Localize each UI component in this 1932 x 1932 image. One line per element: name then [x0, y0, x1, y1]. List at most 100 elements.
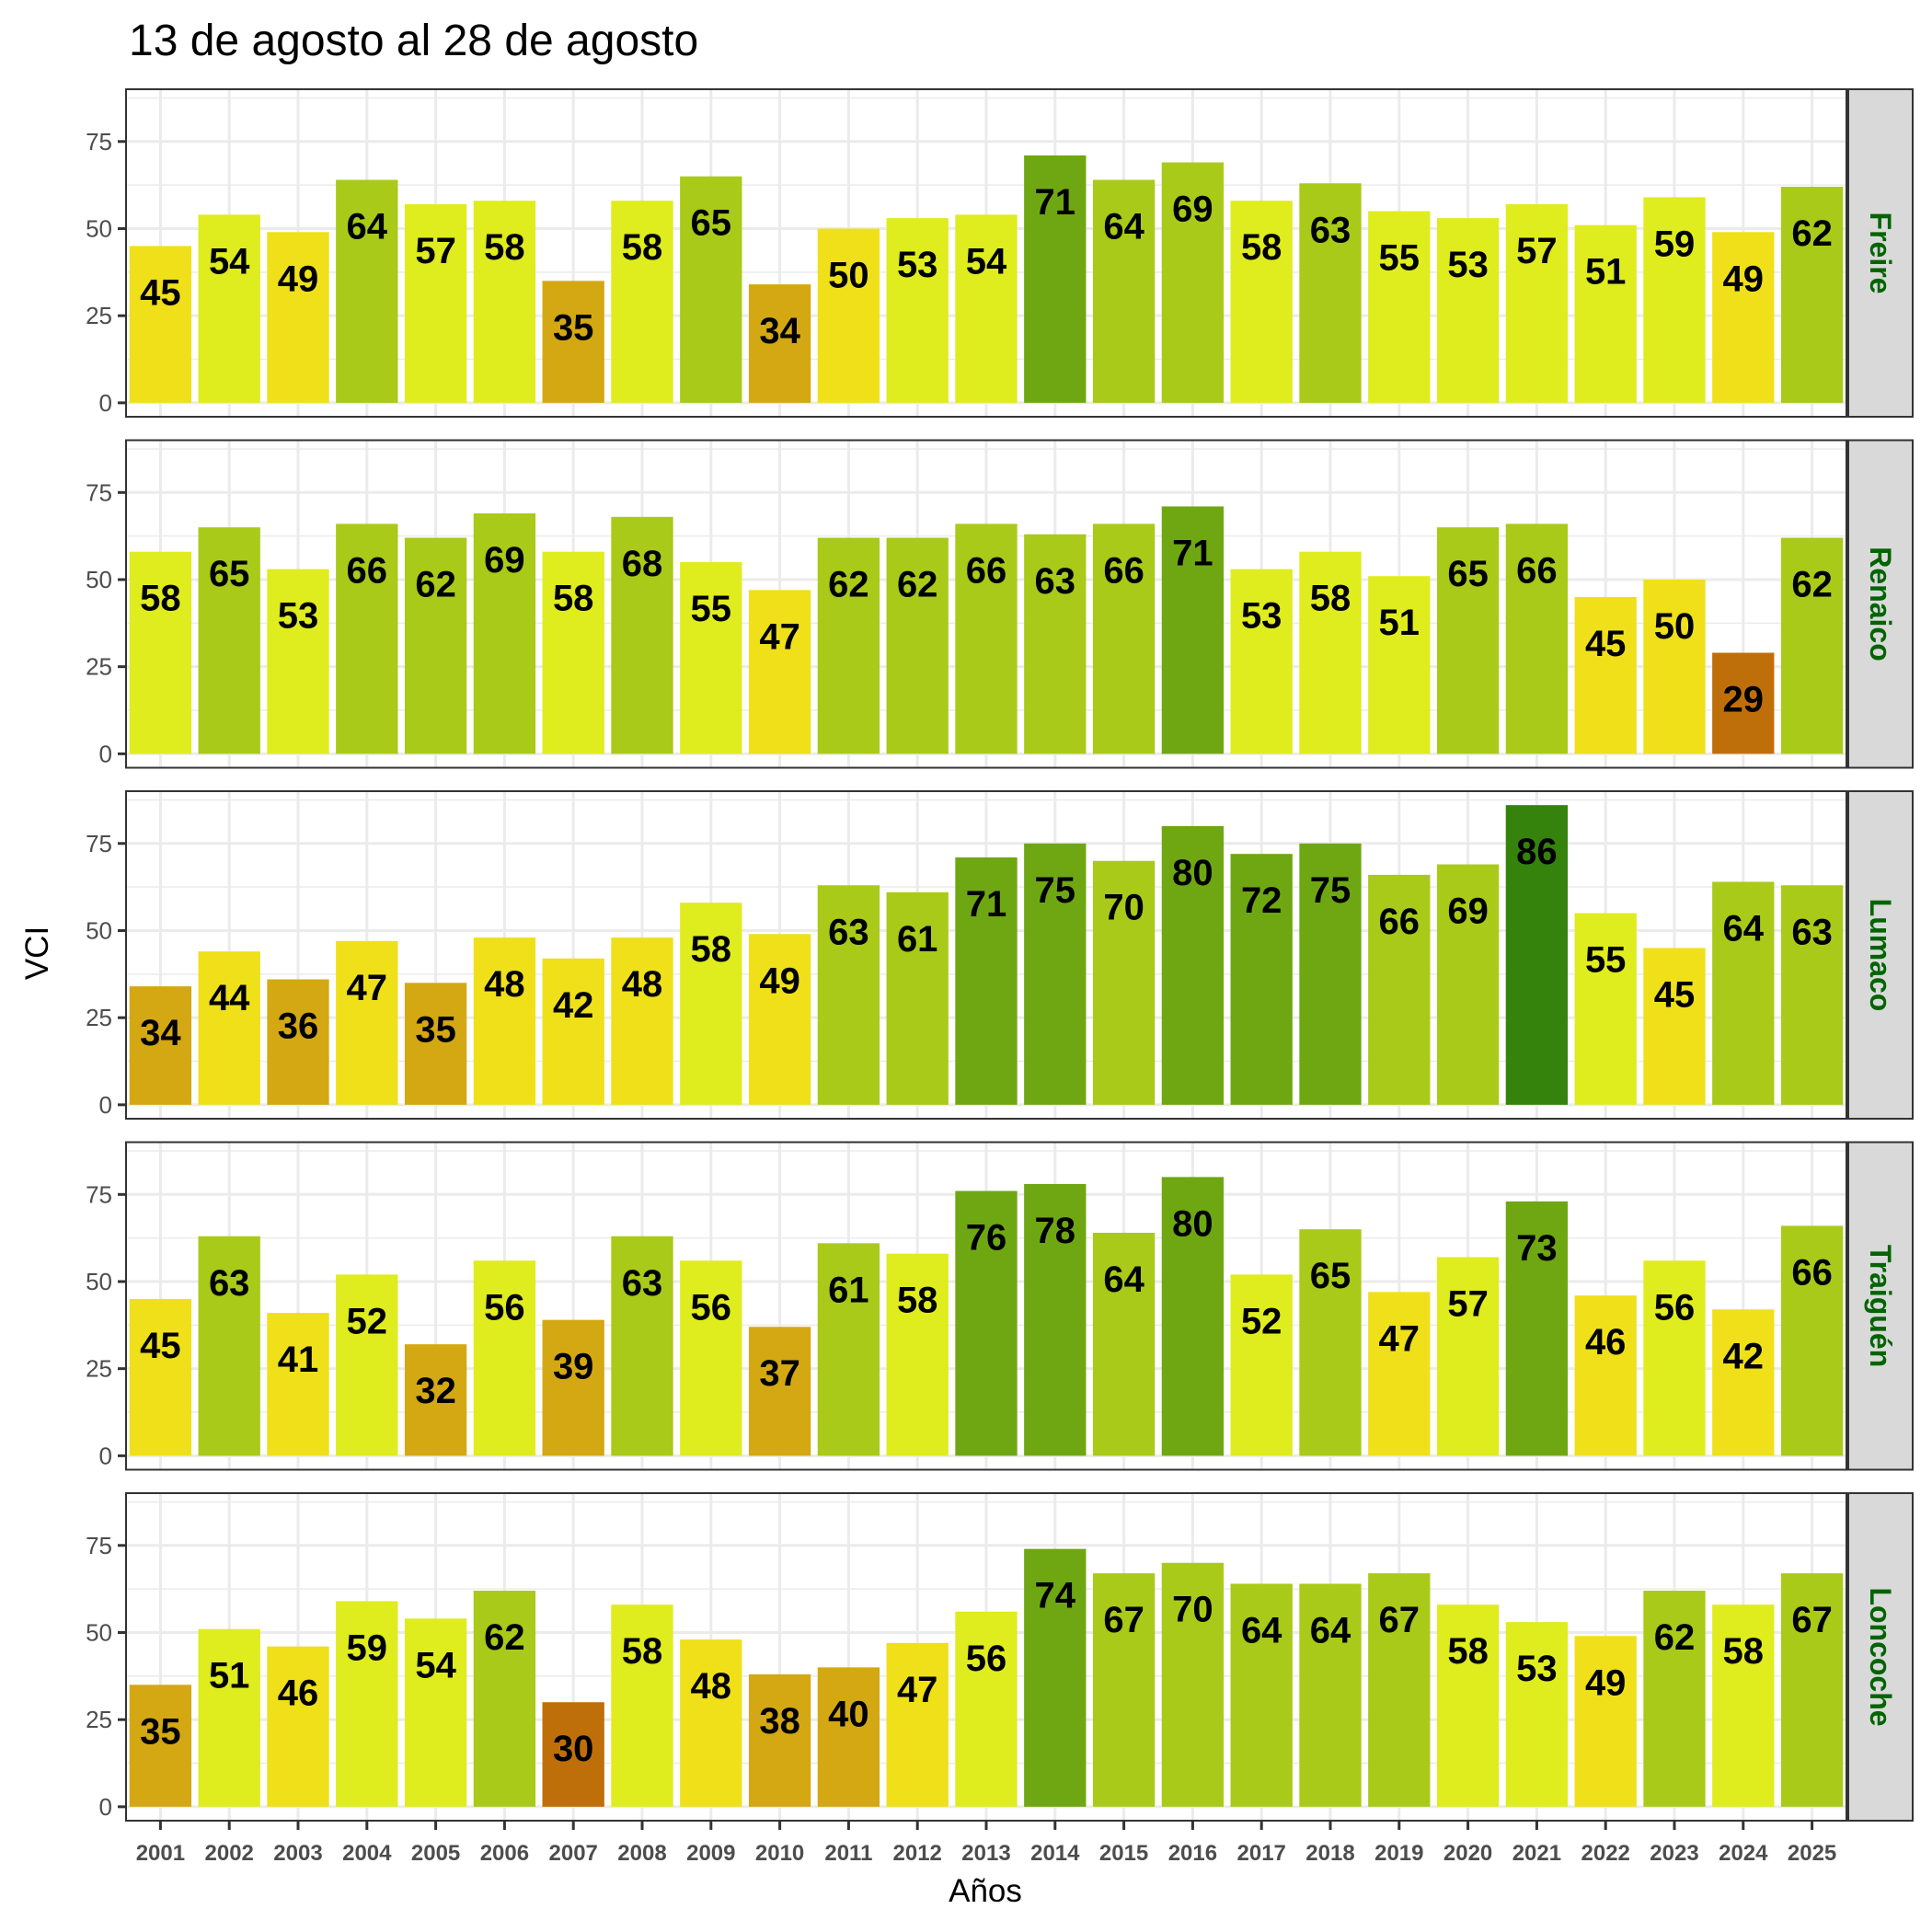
- bar-value-label: 61: [897, 919, 938, 960]
- bar: [1436, 527, 1500, 754]
- bar: [886, 1253, 949, 1456]
- bar-value-label: 66: [1516, 550, 1558, 591]
- bar-value-label: 68: [622, 544, 663, 584]
- facet-strip: [1847, 439, 1914, 769]
- bar-value-label: 51: [209, 1656, 250, 1696]
- bar-value-label: 65: [1447, 554, 1489, 594]
- bar: [955, 1190, 1018, 1456]
- bar: [955, 214, 1018, 403]
- bar-value-label: 52: [1241, 1301, 1282, 1341]
- bar-value-label: 62: [1791, 565, 1833, 605]
- y-tick-label: 75: [86, 1180, 112, 1208]
- bar-value-label: 63: [209, 1263, 250, 1304]
- x-axis-title: Años: [949, 1873, 1022, 1909]
- bar-value-label: 73: [1516, 1228, 1558, 1269]
- bar-value-label: 65: [691, 203, 732, 244]
- bar-value-label: 71: [966, 884, 1007, 925]
- bar: [1092, 860, 1156, 1105]
- bar-value-label: 66: [347, 550, 388, 591]
- bar-value-label: 67: [1791, 1600, 1833, 1640]
- bar-value-label: 62: [1654, 1617, 1696, 1658]
- x-tick-label: 2002: [205, 1841, 254, 1866]
- bar: [1299, 183, 1362, 403]
- bar: [1161, 825, 1225, 1105]
- bar-value-label: 51: [1379, 603, 1420, 643]
- bar: [1780, 1573, 1844, 1807]
- bar-value-label: 69: [1447, 891, 1489, 932]
- y-tick-label: 0: [99, 1793, 112, 1821]
- facet-panel: 45 63 41 52 32 56 39 63 56 37 61 58 76 78 64 80 52 65 47 57…: [86, 1141, 1914, 1471]
- bar: [1024, 1548, 1087, 1807]
- bar-value-label: 71: [1035, 182, 1076, 223]
- bar-value-label: 58: [1723, 1631, 1765, 1672]
- y-tick-label: 0: [99, 1091, 112, 1119]
- y-tick-label: 75: [86, 478, 112, 506]
- bar-value-label: 49: [278, 259, 319, 299]
- bar-value-label: 75: [1310, 870, 1351, 911]
- bar-value-label: 64: [1310, 1610, 1351, 1650]
- bar: [1436, 864, 1500, 1105]
- bar-value-label: 45: [140, 1326, 181, 1366]
- bar-value-label: 65: [1310, 1256, 1351, 1296]
- bar: [1024, 534, 1087, 754]
- bar-value-label: 53: [1447, 245, 1489, 285]
- bar-value-label: 46: [1585, 1322, 1627, 1363]
- y-tick-label: 25: [86, 1706, 112, 1733]
- bar-value-label: 48: [622, 964, 663, 1005]
- bar: [129, 1685, 192, 1807]
- bar-value-label: 63: [622, 1263, 663, 1304]
- bar: [1230, 1583, 1293, 1807]
- bar-value-label: 62: [415, 565, 456, 605]
- bar-value-label: 57: [1447, 1283, 1489, 1324]
- bar-value-label: 55: [1585, 940, 1627, 981]
- bar-value-label: 42: [1723, 1336, 1765, 1376]
- y-tick-label: 50: [86, 214, 112, 242]
- bar-value-label: 64: [1103, 206, 1144, 247]
- bar: [129, 1298, 192, 1456]
- bar-value-label: 58: [140, 579, 181, 619]
- bar-value-label: 64: [1103, 1259, 1144, 1300]
- bar-value-label: 45: [140, 272, 181, 313]
- bar-value-label: 70: [1172, 1590, 1213, 1630]
- panel-border: [125, 1141, 1847, 1471]
- panel-border: [125, 439, 1847, 769]
- bar-value-label: 70: [1103, 888, 1144, 928]
- bar: [198, 951, 260, 1105]
- bar-value-label: 74: [1035, 1576, 1076, 1616]
- bar: [886, 891, 949, 1105]
- y-tick-label: 50: [86, 916, 112, 944]
- bar-value-label: 69: [1172, 190, 1213, 230]
- bar-value-label: 44: [209, 978, 250, 1018]
- bar-value-label: 56: [484, 1287, 525, 1328]
- y-tick-label: 50: [86, 1268, 112, 1295]
- bar: [1368, 576, 1431, 754]
- bar: [1299, 843, 1362, 1105]
- bar: [267, 569, 329, 754]
- bar-value-label: 48: [691, 1666, 732, 1707]
- bar: [129, 986, 192, 1105]
- bar-value-label: 35: [140, 1711, 181, 1752]
- bar: [817, 537, 880, 754]
- bar: [1092, 523, 1156, 754]
- bar: [1780, 885, 1844, 1105]
- bar: [542, 551, 604, 754]
- bar: [267, 1646, 329, 1807]
- x-tick-label: 2012: [893, 1841, 942, 1866]
- bar: [680, 176, 742, 403]
- bar-value-label: 47: [759, 616, 800, 657]
- bar-value-label: 53: [1516, 1649, 1558, 1689]
- bar: [748, 590, 811, 754]
- bar: [542, 281, 604, 403]
- bar-value-label: 47: [897, 1670, 938, 1710]
- bar: [1230, 201, 1293, 403]
- bar-value-label: 62: [897, 565, 938, 605]
- x-tick-label: 2021: [1512, 1841, 1561, 1866]
- bar-value-label: 39: [553, 1347, 594, 1387]
- bar: [1024, 1183, 1087, 1456]
- x-tick-label: 2016: [1168, 1841, 1217, 1866]
- bar-value-label: 46: [278, 1673, 319, 1714]
- bar: [1161, 1562, 1225, 1807]
- x-tick-label: 2015: [1099, 1841, 1148, 1866]
- bar: [404, 203, 467, 403]
- bar: [817, 228, 880, 403]
